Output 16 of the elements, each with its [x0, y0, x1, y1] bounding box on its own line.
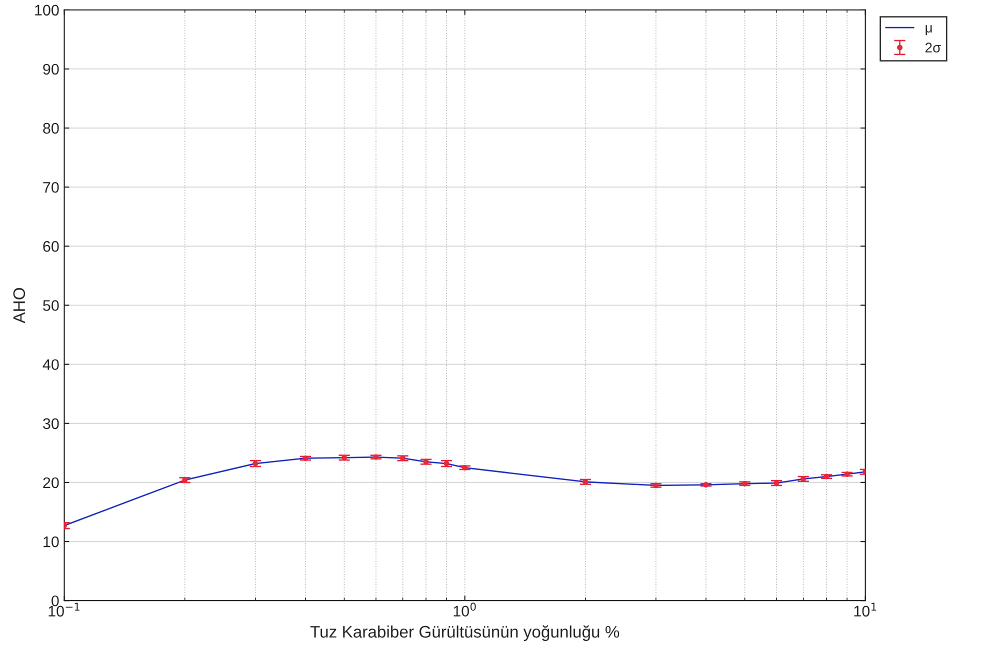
y-tick-label: 80 [43, 122, 59, 134]
y-tick-label: 20 [43, 477, 59, 488]
y-tick-label: 30 [43, 418, 59, 430]
x-tick-label: 10$^{1}$ [854, 602, 876, 617]
y-tick-label: 100 [35, 4, 59, 16]
y-tick-label: 50 [43, 300, 59, 311]
y-tick-label: 40 [42, 359, 59, 370]
y-axis-title: AHO [13, 288, 26, 324]
legend-label: μ [926, 25, 932, 36]
x-axis-title: Tuz Karabiber Gürültüsünün yoğunluğu % [310, 625, 620, 642]
legend-label: 2σ [925, 42, 941, 52]
x-tick-label: 10$^{0}$ [454, 602, 476, 617]
y-tick-label: 90 [43, 64, 59, 75]
y-tick-label: 10 [44, 536, 59, 548]
y-tick-label: 70 [43, 182, 59, 193]
y-tick-label: 60 [43, 241, 59, 252]
